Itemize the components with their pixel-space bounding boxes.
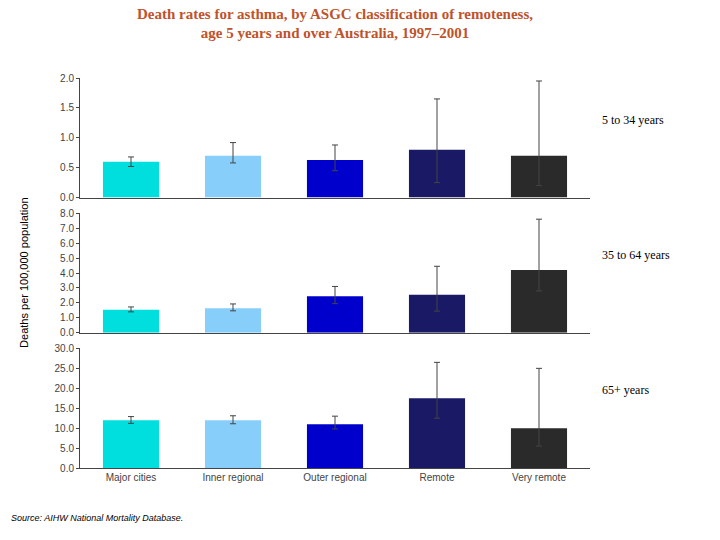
svg-text:30.0: 30.0 — [55, 343, 75, 354]
svg-text:0.0: 0.0 — [60, 192, 74, 203]
svg-text:Very remote: Very remote — [512, 472, 566, 483]
svg-text:1.5: 1.5 — [60, 102, 74, 113]
svg-text:65+ years: 65+ years — [602, 383, 649, 397]
svg-text:Outer regional: Outer regional — [303, 472, 366, 483]
svg-text:1.0: 1.0 — [60, 132, 74, 143]
svg-text:7.0: 7.0 — [60, 223, 74, 234]
svg-text:20.0: 20.0 — [55, 383, 75, 394]
svg-text:10.0: 10.0 — [55, 423, 75, 434]
svg-text:0.0: 0.0 — [60, 327, 74, 338]
svg-text:Deaths per 100,000 population: Deaths per 100,000 population — [18, 197, 30, 347]
svg-text:Source: AIHW National Mortalit: Source: AIHW National Mortality Database… — [11, 513, 183, 523]
svg-text:8.0: 8.0 — [60, 208, 74, 219]
svg-text:1.0: 1.0 — [60, 312, 74, 323]
svg-text:5.0: 5.0 — [60, 443, 74, 454]
svg-text:Inner regional: Inner regional — [202, 472, 263, 483]
svg-text:2.0: 2.0 — [60, 297, 74, 308]
svg-text:15.0: 15.0 — [55, 403, 75, 414]
svg-text:35 to 64 years: 35 to 64 years — [602, 248, 670, 262]
svg-text:Remote: Remote — [419, 472, 454, 483]
svg-text:5 to 34 years: 5 to 34 years — [602, 113, 664, 127]
svg-text:25.0: 25.0 — [55, 363, 75, 374]
svg-text:Major cities: Major cities — [106, 472, 157, 483]
svg-text:5.0: 5.0 — [60, 253, 74, 264]
svg-text:0.5: 0.5 — [60, 162, 74, 173]
svg-text:3.0: 3.0 — [60, 282, 74, 293]
svg-text:Death rates for asthma, by ASG: Death rates for asthma, by ASGC classifi… — [137, 6, 533, 42]
svg-text:4.0: 4.0 — [60, 268, 74, 279]
svg-text:6.0: 6.0 — [60, 238, 74, 249]
svg-text:0.0: 0.0 — [60, 463, 74, 474]
svg-text:2.0: 2.0 — [60, 73, 74, 84]
